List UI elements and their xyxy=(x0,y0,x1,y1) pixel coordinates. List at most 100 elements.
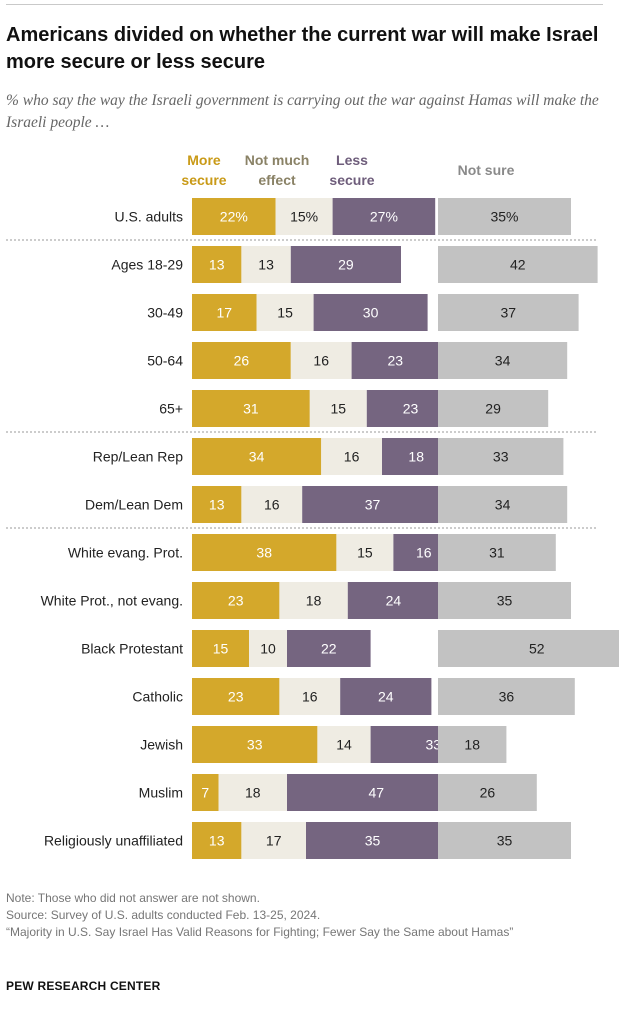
bar-not-much-effect-label: 16 xyxy=(264,497,280,513)
bar-less-secure xyxy=(332,198,436,235)
header-not-much-effect: effect xyxy=(258,172,296,188)
bar-more-secure xyxy=(192,438,322,475)
row-label: 30-49 xyxy=(147,305,183,321)
header-less-secure: Less xyxy=(336,152,368,168)
bar-not-sure xyxy=(438,294,579,331)
bar-more-secure xyxy=(192,534,337,571)
bar-not-much-effect-label: 15 xyxy=(277,305,293,321)
row-label: Ages 18-29 xyxy=(111,257,183,273)
bar-more-secure-label: 22% xyxy=(220,209,248,225)
row-label: White Prot., not evang. xyxy=(41,593,183,609)
bar-not-sure xyxy=(438,774,537,811)
bar-not-sure-label: 35% xyxy=(490,209,518,225)
bar-more-secure-label: 23 xyxy=(228,689,244,705)
bar-less-secure xyxy=(351,342,439,379)
bar-not-much-effect xyxy=(241,486,303,523)
bar-less-secure xyxy=(302,486,443,523)
bar-less-secure xyxy=(313,294,428,331)
bar-less-secure-label: 23 xyxy=(388,353,404,369)
bar-not-sure-label: 52 xyxy=(529,641,545,657)
bar-not-sure-label: 42 xyxy=(510,257,526,273)
notes-block: Note: Those who did not answer are not s… xyxy=(6,890,606,941)
header-more-secure: More xyxy=(187,152,221,168)
bar-not-much-effect-label: 16 xyxy=(313,353,329,369)
bar-not-much-effect-label: 13 xyxy=(258,257,274,273)
header-less-secure: secure xyxy=(329,172,374,188)
bar-less-secure-label: 22 xyxy=(321,641,337,657)
source-text: Source: Survey of U.S. adults conducted … xyxy=(6,908,321,922)
bar-more-secure-label: 26 xyxy=(234,353,250,369)
bar-not-much-effect xyxy=(275,198,333,235)
bar-not-sure-label: 35 xyxy=(497,833,513,849)
bar-more-secure xyxy=(192,246,242,283)
bar-not-sure xyxy=(438,726,507,763)
bar-less-secure-label: 29 xyxy=(338,257,354,273)
bar-more-secure-label: 7 xyxy=(201,785,209,801)
bar-more-secure-label: 13 xyxy=(209,257,225,273)
header-not-much-effect: Not much xyxy=(245,152,310,168)
bar-not-much-effect xyxy=(241,246,291,283)
bar-not-sure xyxy=(438,582,571,619)
bar-not-sure xyxy=(438,678,575,715)
bar-not-much-effect-label: 16 xyxy=(302,689,318,705)
bar-not-much-effect-label: 16 xyxy=(344,449,360,465)
bar-not-much-effect xyxy=(279,678,341,715)
bar-more-secure-label: 13 xyxy=(209,833,225,849)
bar-not-much-effect-label: 18 xyxy=(306,593,322,609)
bar-not-much-effect xyxy=(218,774,287,811)
bar-less-secure-label: 35 xyxy=(365,833,381,849)
row-label: Rep/Lean Rep xyxy=(93,449,184,465)
bar-not-sure xyxy=(438,534,556,571)
bar-more-secure xyxy=(192,582,280,619)
bar-less-secure xyxy=(287,774,466,811)
bar-more-secure xyxy=(192,678,280,715)
bar-not-much-effect-label: 15 xyxy=(357,545,373,561)
bar-not-much-effect xyxy=(279,582,348,619)
bar-not-sure-label: 31 xyxy=(489,545,505,561)
bar-not-sure-label: 26 xyxy=(480,785,496,801)
bar-more-secure-label: 33 xyxy=(247,737,263,753)
bar-more-secure-label: 23 xyxy=(228,593,244,609)
bar-more-secure xyxy=(192,822,242,859)
bar-not-much-effect xyxy=(317,726,371,763)
bar-not-sure-label: 18 xyxy=(464,737,480,753)
bar-less-secure-label: 27% xyxy=(370,209,398,225)
stacked-bar-chart: More secure Not much effect Less secure Not su… xyxy=(6,152,619,859)
row-label: Catholic xyxy=(132,689,183,705)
header-not-sure: Not sure xyxy=(458,162,515,178)
bar-not-much-effect-label: 15% xyxy=(290,209,318,225)
bar-more-secure xyxy=(192,486,242,523)
row-label: Jewish xyxy=(140,737,183,753)
bar-not-much-effect-label: 14 xyxy=(336,737,352,753)
bar-not-sure xyxy=(438,486,568,523)
row-label: U.S. adults xyxy=(115,209,183,225)
row-label: Black Protestant xyxy=(81,641,183,657)
bar-not-much-effect-label: 18 xyxy=(245,785,261,801)
bar-not-sure xyxy=(438,822,571,859)
bar-less-secure-label: 37 xyxy=(365,497,381,513)
bar-not-much-effect-label: 10 xyxy=(260,641,276,657)
bar-more-secure xyxy=(192,774,219,811)
bar-not-sure xyxy=(438,390,549,427)
row-label: 65+ xyxy=(159,401,183,417)
row-label: Muslim xyxy=(139,785,183,801)
bar-more-secure xyxy=(192,342,291,379)
row-label: 50-64 xyxy=(147,353,183,369)
bar-not-sure-label: 29 xyxy=(485,401,501,417)
bar-not-sure xyxy=(438,438,564,475)
bar-less-secure xyxy=(290,246,401,283)
row-label: Dem/Lean Dem xyxy=(85,497,183,513)
bar-not-much-effect xyxy=(336,534,394,571)
row-label: White evang. Prot. xyxy=(68,545,183,561)
bar-more-secure xyxy=(192,390,310,427)
bar-more-secure-label: 13 xyxy=(209,497,225,513)
bar-not-sure-label: 34 xyxy=(495,353,511,369)
bar-less-secure-label: 18 xyxy=(408,449,424,465)
bar-not-much-effect-label: 17 xyxy=(266,833,282,849)
bar-not-much-effect xyxy=(309,390,367,427)
chart-subtitle: % who say the way the Israeli government… xyxy=(6,92,599,131)
bar-not-sure-label: 33 xyxy=(493,449,509,465)
footer-org: PEW RESEARCH CENTER xyxy=(6,979,161,993)
bar-more-secure-label: 34 xyxy=(249,449,265,465)
bar-more-secure xyxy=(192,726,318,763)
